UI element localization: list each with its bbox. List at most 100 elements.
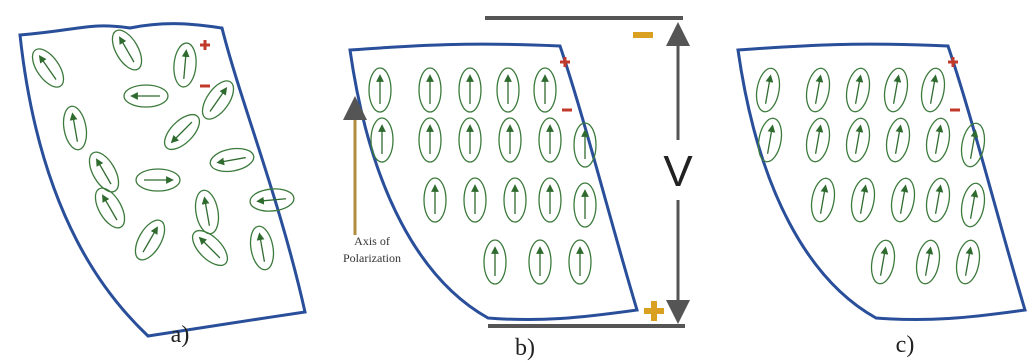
dipole [958,181,987,228]
dipole [89,183,130,232]
dipole [848,176,877,223]
dipole [136,169,180,191]
dipole-arrow [205,200,210,226]
dipole-arrow [766,78,771,104]
dipole-arrow [220,158,246,163]
charge-sign [952,57,955,67]
dipole [574,183,596,227]
dipole [755,116,784,163]
dipole [803,66,832,113]
dipole [753,66,782,113]
dipole [106,25,147,74]
dipole [129,215,170,264]
dipole-arrow [260,199,286,201]
dipole [159,109,206,156]
dipole-arrow [174,122,192,140]
dipole [803,116,832,163]
dipole-arrow [73,116,78,142]
dipole-arrow [894,78,899,104]
dipole-arrow [260,236,265,262]
dipole [419,68,441,112]
dipole [881,66,910,113]
dipole [371,118,393,162]
dipoles [26,25,987,285]
plus-v [651,301,657,321]
dipole-arrow [210,90,225,111]
dipole-arrow [41,58,56,79]
dipole-arrow [926,250,931,276]
dipole-arrow [901,188,906,214]
dipole-arrow [816,128,821,154]
dipole [888,176,917,223]
dipole [247,224,276,271]
dipole [26,44,69,93]
domain-c [738,44,1025,319]
page: V Axis of Polarization a) b) c) (() => {… [0,0,1034,363]
dipole-arrow [184,53,186,79]
figure: V Axis of Polarization a) b) c) [0,0,1034,363]
dipole [424,178,446,222]
charge-sign [200,85,210,88]
dipole [529,240,551,284]
dipole [419,118,441,162]
dipole [497,68,519,112]
dipole [172,42,198,88]
dipole [459,118,481,162]
dipole [539,118,561,162]
panel-label: b) [515,335,535,361]
dipole [913,238,942,285]
dipole [539,178,561,222]
dipole [459,68,481,112]
dipole-arrow [821,188,826,214]
dipole-arrow [861,188,866,214]
dipole [60,104,89,151]
dipole [953,238,982,285]
dipole-arrow [104,198,117,221]
dipole [923,176,952,223]
dipole [918,66,947,113]
dipole [83,147,124,196]
panel-label: c) [896,332,915,358]
axis-label: Polarization [343,251,401,265]
dipole [192,188,221,235]
dipole [843,66,872,113]
dipole [208,145,255,174]
dipole [843,116,872,163]
dipole [464,178,486,222]
dipole [569,240,591,284]
dipole-arrow [856,128,861,154]
dipole-arrow [856,78,861,104]
axis-label: Axis of [354,234,390,248]
dipole-arrow [768,128,773,154]
voltage-label: V [663,147,693,196]
dipole [808,176,837,223]
charge-sign [562,109,572,112]
charge-sign [204,40,207,50]
dipole-arrow [971,133,976,159]
dipole-arrow [936,188,941,214]
dipole [369,68,391,112]
dipole [124,85,168,107]
dipole-arrow [881,250,886,276]
dipole-arrow [121,40,134,63]
dipole-arrow [202,240,220,258]
charge-sign [950,109,960,112]
dipole [534,68,556,112]
dipole-arrow [971,193,976,219]
dipole [504,178,526,222]
dipole [923,116,952,163]
dipole-arrow [931,78,936,104]
dipole-arrow [98,162,111,185]
dipole-arrow [936,128,941,154]
dipole [196,76,239,125]
dipole-arrow [896,128,901,154]
dipole-arrow [816,78,821,104]
panel-label: a) [171,322,190,348]
domain-b [350,44,637,319]
dipole [499,118,521,162]
dipole [883,116,912,163]
minus-electrode [633,32,653,38]
dipole-arrow [966,250,971,276]
dipole [484,240,506,284]
dipole [868,238,897,285]
